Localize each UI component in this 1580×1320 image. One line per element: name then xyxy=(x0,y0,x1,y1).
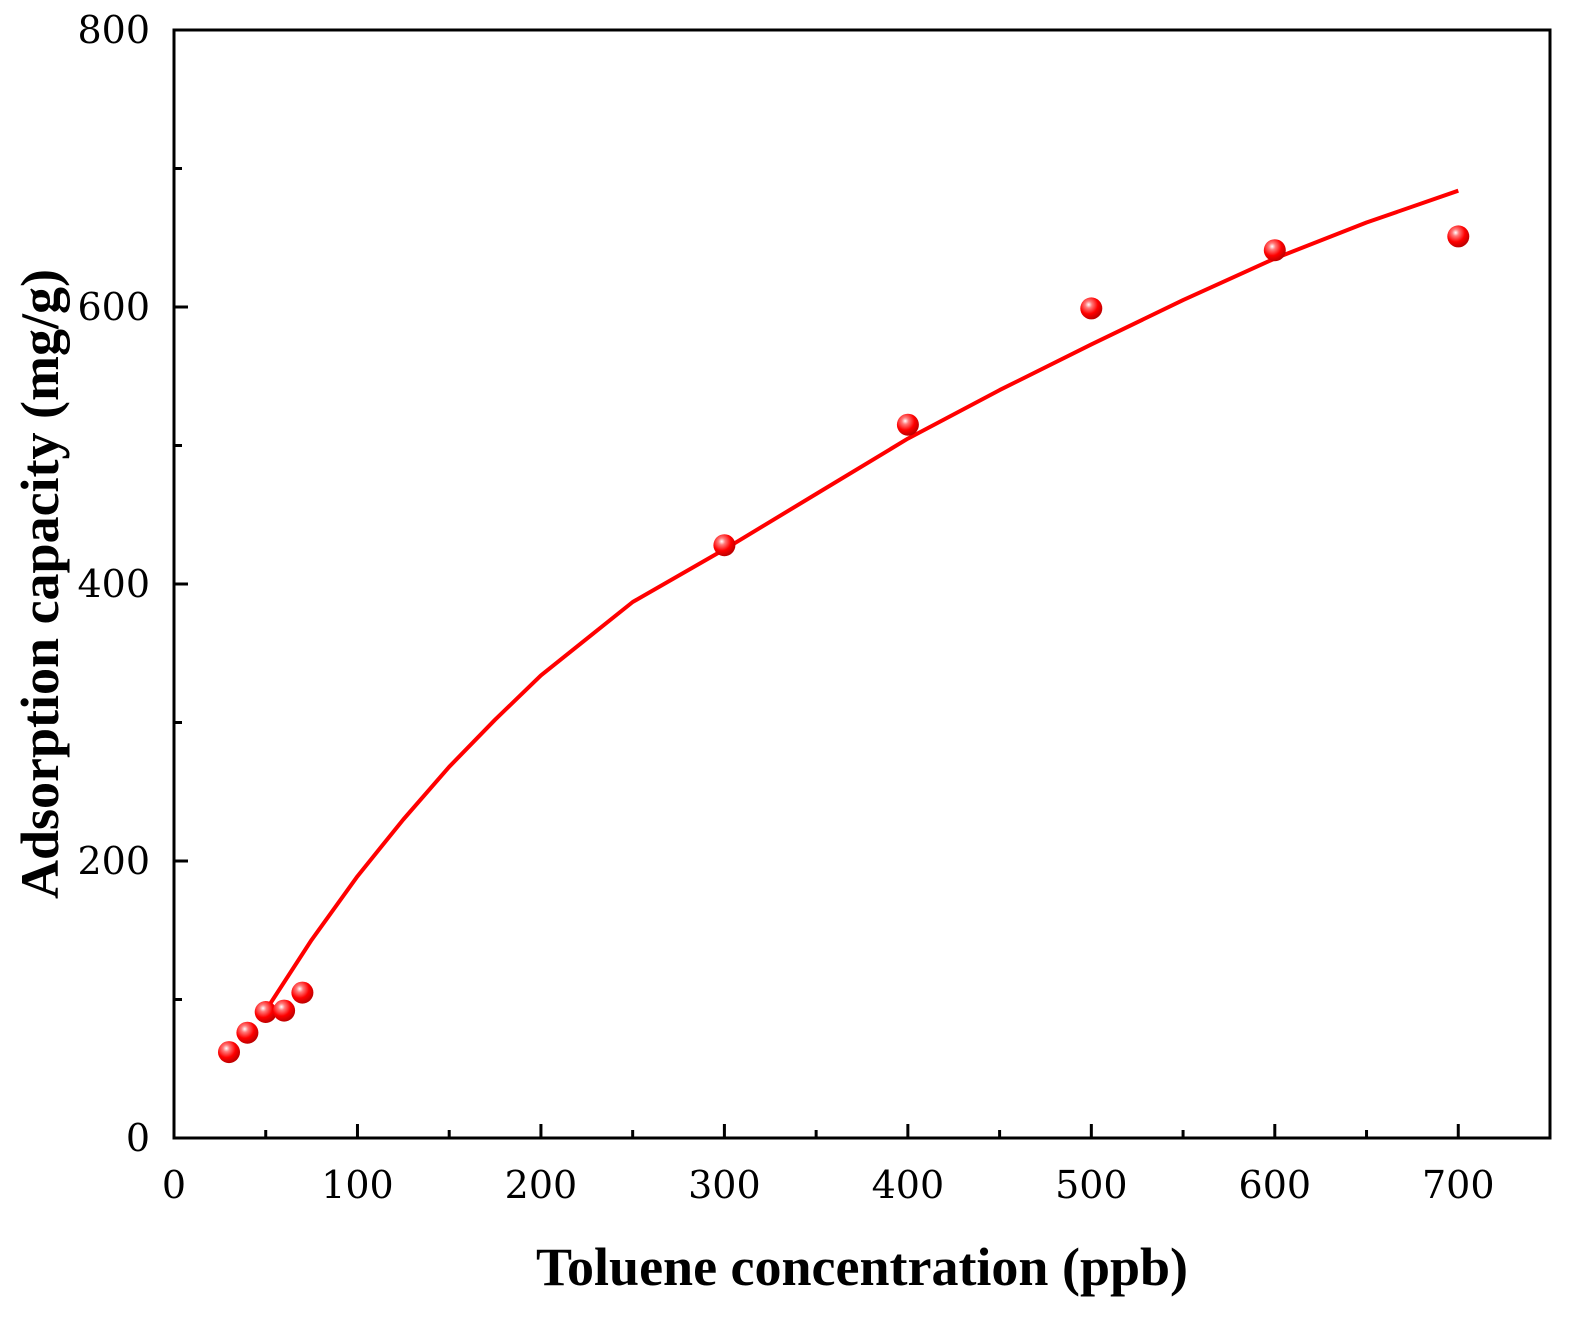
data-point xyxy=(1263,239,1286,262)
x-tick-label: 700 xyxy=(1422,1163,1495,1207)
y-tick-label: 600 xyxy=(77,285,150,329)
data-point xyxy=(254,1001,277,1023)
x-tick-label: 0 xyxy=(162,1163,186,1207)
x-tick-label: 600 xyxy=(1239,1163,1312,1207)
plot-frame xyxy=(172,28,1552,1140)
data-point xyxy=(1447,225,1470,248)
y-tick-label: 0 xyxy=(126,1116,150,1160)
x-axis: 0 100 200 300 400 500 600 700 xyxy=(162,1124,1495,1207)
x-tick-label: 400 xyxy=(872,1163,945,1207)
data-point xyxy=(291,981,314,1004)
y-tick-label: 800 xyxy=(77,8,150,52)
x-tick-label: 200 xyxy=(505,1163,578,1207)
x-axis-title: Toluene concentration (ppb) xyxy=(536,1237,1188,1297)
data-point xyxy=(896,413,919,436)
y-axis-title: Adsorption capacity (mg/g) xyxy=(10,269,70,899)
data-point xyxy=(236,1021,259,1044)
data-point xyxy=(713,534,736,557)
data-point xyxy=(273,999,296,1022)
y-axis: 0 200 400 600 800 xyxy=(77,8,188,1160)
y-tick-label: 200 xyxy=(77,839,150,883)
plot-area xyxy=(218,188,1470,1064)
data-point xyxy=(218,1041,240,1064)
fit-curve xyxy=(264,188,1459,1012)
x-tick-label: 300 xyxy=(688,1163,761,1207)
data-point xyxy=(1080,297,1103,320)
x-tick-label: 500 xyxy=(1055,1163,1128,1207)
y-tick-label: 400 xyxy=(77,562,150,606)
x-tick-label: 100 xyxy=(321,1163,394,1207)
